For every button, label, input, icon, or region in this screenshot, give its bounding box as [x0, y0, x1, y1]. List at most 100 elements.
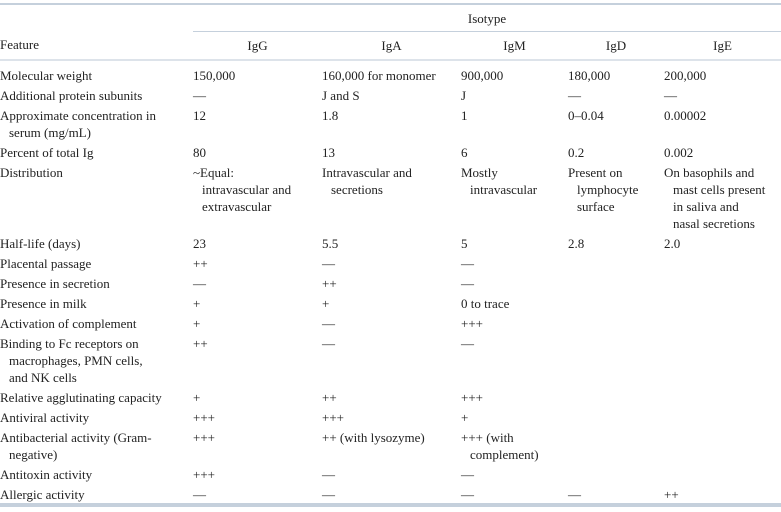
feature-cell-line: Molecular weight [0, 67, 93, 83]
value-cell-iga-line: J and S [322, 87, 360, 103]
feature-cell: Percent of total Ig [0, 142, 193, 162]
value-cell-igg-line: 12 [193, 107, 206, 123]
feature-cell-line: Presence in secretion [0, 275, 110, 291]
value-cell-igm: 5 [461, 233, 568, 253]
feature-cell-line: Antitoxin activity [0, 466, 93, 482]
column-header-igg: IgG [193, 31, 322, 61]
value-cell-igm: — [461, 464, 568, 484]
value-cell-iga-line: 160,000 for monomer [322, 67, 436, 83]
value-cell-ige-line: — [664, 87, 677, 103]
value-cell-igd-line: 180,000 [568, 67, 611, 83]
value-cell-ige [664, 273, 781, 293]
value-cell-iga-line: Intravascular and [322, 164, 412, 180]
value-cell-igm-line: — [461, 255, 474, 271]
feature-cell: Activation of complement [0, 313, 193, 333]
bottom-rule [0, 503, 781, 507]
value-cell-ige-line: in saliva and [673, 198, 739, 214]
value-cell-igm-line: — [461, 275, 474, 291]
value-cell-iga: — [322, 333, 461, 387]
isotype-group-header: Isotype [193, 8, 781, 32]
value-cell-iga-line: secretions [331, 181, 383, 197]
value-cell-ige-line: 0.00002 [664, 107, 707, 123]
value-cell-igd [568, 333, 664, 387]
value-cell-igg: — [193, 273, 322, 293]
value-cell-ige [664, 427, 781, 464]
value-cell-iga-line: 13 [322, 144, 335, 160]
value-cell-igd-line: — [568, 87, 581, 103]
table-row: Additional protein subunits — J and S J — — [0, 85, 781, 105]
value-cell-ige [664, 407, 781, 427]
value-cell-iga-line: 1.8 [322, 107, 339, 123]
value-cell-igg-line: extravascular [202, 198, 272, 214]
value-cell-igg: 150,000 [193, 60, 322, 86]
value-cell-iga: ++ (with lysozyme) [322, 427, 461, 464]
value-cell-igg-line: + [193, 295, 201, 311]
value-cell-iga-line: ++ [322, 389, 337, 405]
value-cell-iga-line: 5.5 [322, 235, 339, 251]
value-cell-igd-line: Present on [568, 164, 623, 180]
table-row: Molecular weight 150,000 160,000 for monom… [0, 60, 781, 86]
value-cell-igd [568, 273, 664, 293]
feature-cell: Distribution [0, 162, 193, 233]
column-header-ige: IgE [664, 31, 781, 61]
value-cell-igm-line: — [461, 466, 474, 482]
column-header-feature: Feature [0, 31, 193, 61]
value-cell-iga: + [322, 293, 461, 313]
table-row: Approximate concentration in serum (mg/mL… [0, 105, 781, 142]
value-cell-ige [664, 387, 781, 407]
feature-cell-line: negative) [9, 446, 58, 462]
feature-cell-line: serum (mg/mL) [9, 124, 91, 140]
value-cell-igg: ++ [193, 253, 322, 273]
value-cell-igg-line: 150,000 [193, 67, 236, 83]
value-cell-ige [664, 464, 781, 484]
value-cell-ige: 0.002 [664, 142, 781, 162]
value-cell-igd: 0.2 [568, 142, 664, 162]
value-cell-igg: — [193, 484, 322, 504]
value-cell-iga: — [322, 464, 461, 484]
value-cell-igm: +++ [461, 387, 568, 407]
value-cell-igm: 0 to trace [461, 293, 568, 313]
value-cell-iga: J and S [322, 85, 461, 105]
feature-cell-line: Antiviral activity [0, 409, 90, 425]
table-row: Antibacterial activity (Gram-negative) ++… [0, 427, 781, 464]
value-cell-iga-line: — [322, 466, 335, 482]
value-cell-igd [568, 313, 664, 333]
value-cell-iga: ++ [322, 273, 461, 293]
feature-cell: Antibacterial activity (Gram-negative) [0, 427, 193, 464]
column-header-row: Feature IgG IgA IgM IgD IgE [0, 31, 781, 61]
value-cell-ige: 200,000 [664, 60, 781, 86]
value-cell-ige [664, 293, 781, 313]
feature-cell-line: Allergic activity [0, 486, 85, 502]
value-cell-igg-line: — [193, 486, 206, 502]
value-cell-igg: 80 [193, 142, 322, 162]
value-cell-igd-line: 0–0.04 [568, 107, 604, 123]
feature-cell-line: Antibacterial activity (Gram- [0, 429, 152, 445]
value-cell-igg-line: ~Equal: [193, 164, 234, 180]
value-cell-igg-line: 80 [193, 144, 206, 160]
value-cell-iga-line: — [322, 255, 335, 271]
feature-cell-line: Half-life (days) [0, 235, 81, 251]
feature-cell-line: Approximate concentration in [0, 107, 156, 123]
feature-cell: Allergic activity [0, 484, 193, 504]
column-header-igd: IgD [568, 31, 664, 61]
value-cell-igm: J [461, 85, 568, 105]
feature-cell: Half-life (days) [0, 233, 193, 253]
feature-cell-line: Percent of total Ig [0, 144, 94, 160]
group-header-row: Isotype [0, 8, 781, 32]
feature-cell-line: Binding to Fc receptors on [0, 335, 139, 351]
value-cell-igg: +++ [193, 407, 322, 427]
value-cell-igg: 23 [193, 233, 322, 253]
value-cell-iga: — [322, 484, 461, 504]
value-cell-ige-line: On basophils and [664, 164, 755, 180]
value-cell-igd: 0–0.04 [568, 105, 664, 142]
value-cell-iga: — [322, 253, 461, 273]
value-cell-iga: Intravascular and secretions [322, 162, 461, 233]
value-cell-igm: — [461, 333, 568, 387]
value-cell-igg: +++ [193, 464, 322, 484]
value-cell-igd [568, 293, 664, 313]
value-cell-igg: + [193, 313, 322, 333]
table-row: Placental passage ++ — — [0, 253, 781, 273]
value-cell-ige-line: 0.002 [664, 144, 694, 160]
value-cell-igg: — [193, 85, 322, 105]
value-cell-igd: — [568, 85, 664, 105]
